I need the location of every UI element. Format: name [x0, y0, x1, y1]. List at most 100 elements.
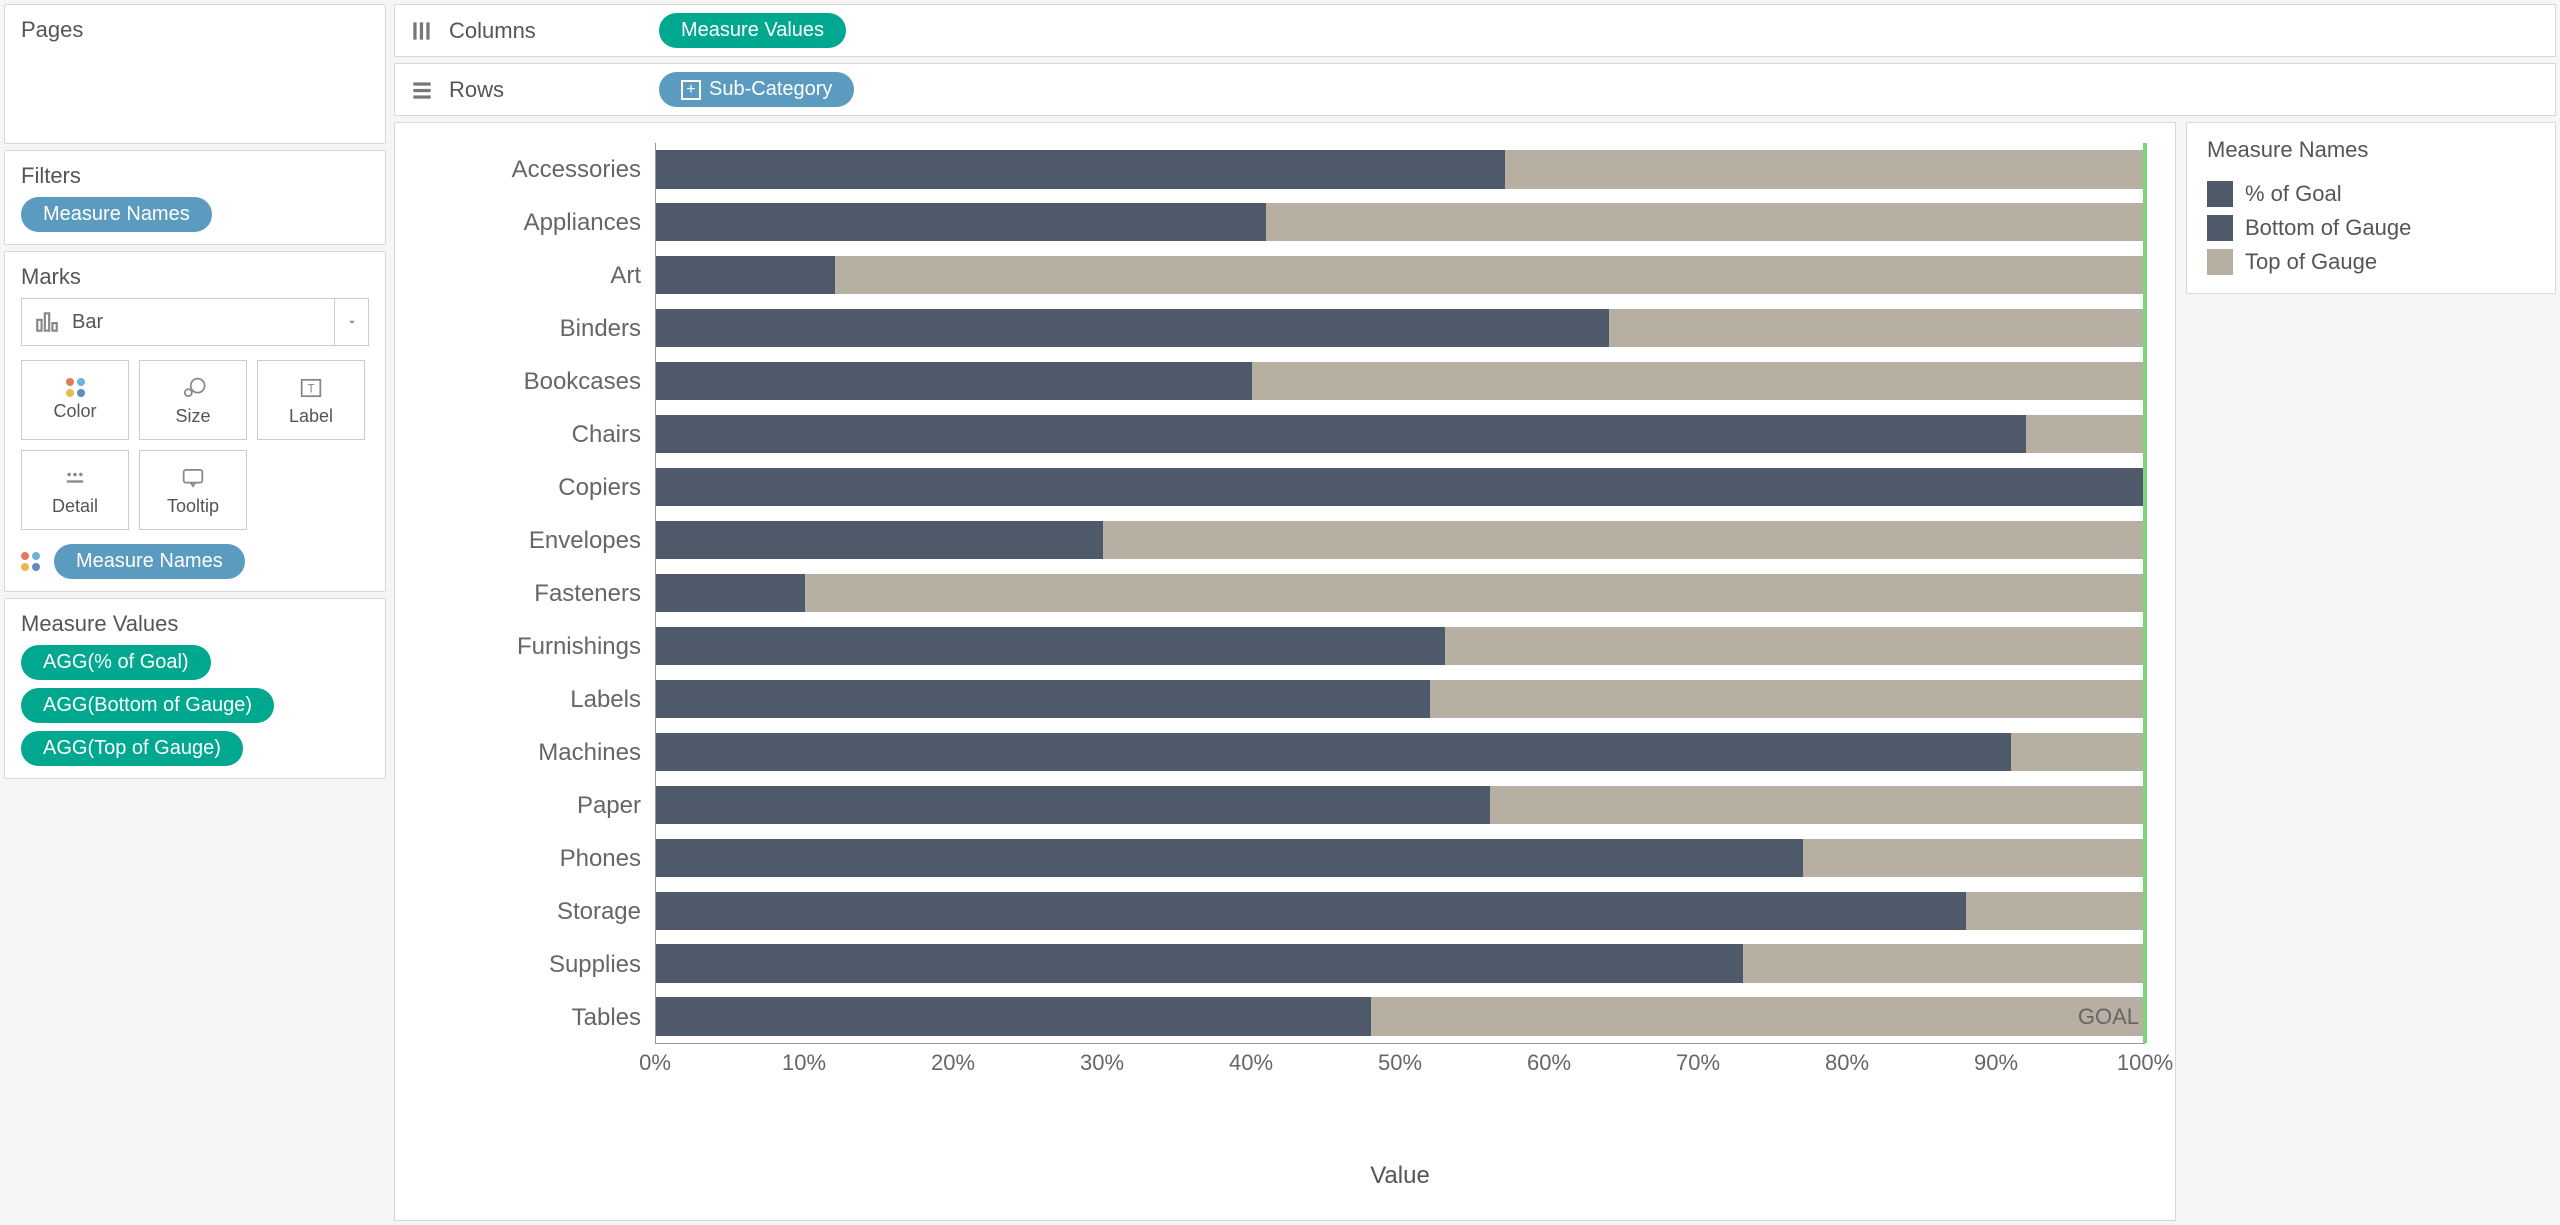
goal-label: GOAL [2078, 1004, 2139, 1030]
filter-pill-measure-names[interactable]: Measure Names [21, 197, 212, 232]
measure-value-pill[interactable]: AGG(Bottom of Gauge) [21, 688, 274, 723]
bar-row [656, 725, 2145, 778]
bar-row [656, 884, 2145, 937]
bar-row [656, 672, 2145, 725]
category-label[interactable]: Phones [425, 832, 655, 885]
chart-view: AccessoriesAppliancesArtBindersBookcases… [394, 122, 2176, 1221]
svg-text:T: T [307, 382, 314, 395]
bar-segment-remainder[interactable] [805, 574, 2145, 612]
category-label[interactable]: Supplies [425, 938, 655, 991]
marks-btn-label: Color [53, 401, 96, 422]
bar-segment-remainder[interactable] [2026, 415, 2145, 453]
marks-color-pill[interactable]: Measure Names [54, 544, 245, 579]
bar-row [656, 196, 2145, 249]
bar-segment-remainder[interactable] [2011, 733, 2145, 771]
bar-segment-remainder[interactable] [1252, 362, 2145, 400]
bar-segment-remainder[interactable] [1505, 150, 2145, 188]
measure-value-pill[interactable]: AGG(% of Goal) [21, 645, 211, 680]
bar-segment-remainder[interactable] [1103, 521, 2145, 559]
bar-row [656, 143, 2145, 196]
pages-panel: Pages [4, 4, 386, 144]
bar-segment-fill[interactable] [656, 944, 1743, 982]
filters-title: Filters [21, 163, 369, 189]
bar-segment-fill[interactable] [656, 203, 1266, 241]
bar-segment-remainder[interactable] [1609, 309, 2145, 347]
marks-btn-label: Tooltip [167, 496, 219, 517]
legend-item[interactable]: Bottom of Gauge [2207, 211, 2535, 245]
rows-label: Rows [449, 77, 504, 103]
bar-segment-remainder[interactable] [1430, 680, 2145, 718]
bar-segment-fill[interactable] [656, 733, 2011, 771]
bar-segment-fill[interactable] [656, 997, 1371, 1035]
bar-segment-remainder[interactable] [1371, 997, 2145, 1035]
legend-item-label: Bottom of Gauge [2245, 215, 2411, 241]
category-label[interactable]: Machines [425, 726, 655, 779]
bar-segment-fill[interactable] [656, 839, 1803, 877]
legend-item[interactable]: Top of Gauge [2207, 245, 2535, 279]
bar-segment-fill[interactable] [656, 892, 1966, 930]
bar-segment-remainder[interactable] [835, 256, 2145, 294]
columns-shelf[interactable]: Columns Measure Values [394, 4, 2556, 57]
x-axis-tick: 90% [1974, 1050, 2018, 1076]
category-label[interactable]: Envelopes [425, 514, 655, 567]
bar-segment-fill[interactable] [656, 521, 1103, 559]
legend-swatch [2207, 215, 2233, 241]
measure-values-title: Measure Values [21, 611, 369, 637]
bar-icon [34, 309, 60, 335]
bar-segment-fill[interactable] [656, 574, 805, 612]
marks-label-button[interactable]: T Label [257, 360, 365, 440]
bar-segment-remainder[interactable] [1743, 944, 2145, 982]
category-label[interactable]: Furnishings [425, 620, 655, 673]
category-label[interactable]: Appliances [425, 196, 655, 249]
bar-segment-fill[interactable] [656, 786, 1490, 824]
category-label[interactable]: Fasteners [425, 567, 655, 620]
legend-item[interactable]: % of Goal [2207, 177, 2535, 211]
x-axis-tick: 100% [2117, 1050, 2173, 1076]
bar-segment-fill[interactable] [656, 309, 1609, 347]
rows-shelf[interactable]: Rows + Sub-Category [394, 63, 2556, 116]
bar-segment-remainder[interactable] [1445, 627, 2145, 665]
rows-pill[interactable]: + Sub-Category [659, 72, 854, 107]
category-label[interactable]: Art [425, 249, 655, 302]
category-label[interactable]: Tables [425, 991, 655, 1044]
legend-item-label: % of Goal [2245, 181, 2342, 207]
bar-segment-remainder[interactable] [1966, 892, 2145, 930]
bar-segment-fill[interactable] [656, 627, 1445, 665]
measure-values-panel: Measure Values AGG(% of Goal) AGG(Bottom … [4, 598, 386, 779]
bar-segment-fill[interactable] [656, 362, 1252, 400]
bar-segment-fill[interactable] [656, 256, 835, 294]
x-axis-title: Value [655, 1162, 2145, 1190]
category-label[interactable]: Storage [425, 885, 655, 938]
marks-detail-button[interactable]: Detail [21, 450, 129, 530]
measure-value-pill[interactable]: AGG(Top of Gauge) [21, 731, 243, 766]
category-label[interactable]: Binders [425, 302, 655, 355]
x-axis-tick: 50% [1378, 1050, 1422, 1076]
bar-segment-fill[interactable] [656, 150, 1505, 188]
bar-row [656, 778, 2145, 831]
legend-panel: Measure Names % of GoalBottom of GaugeTo… [2186, 122, 2556, 294]
bar-row [656, 302, 2145, 355]
category-label[interactable]: Paper [425, 779, 655, 832]
rows-icon [409, 77, 435, 103]
color-dots-icon [66, 378, 85, 397]
columns-label: Columns [449, 18, 536, 44]
category-label[interactable]: Labels [425, 673, 655, 726]
category-label[interactable]: Copiers [425, 461, 655, 514]
bar-segment-remainder[interactable] [1266, 203, 2145, 241]
bar-segment-remainder[interactable] [1803, 839, 2145, 877]
category-label[interactable]: Bookcases [425, 355, 655, 408]
bar-segment-remainder[interactable] [1490, 786, 2145, 824]
marks-size-button[interactable]: Size [139, 360, 247, 440]
columns-icon [409, 18, 435, 44]
rows-pill-label: Sub-Category [709, 78, 832, 101]
category-label[interactable]: Chairs [425, 408, 655, 461]
columns-pill[interactable]: Measure Values [659, 13, 846, 48]
marks-tooltip-button[interactable]: Tooltip [139, 450, 247, 530]
marks-type-label: Bar [72, 311, 103, 334]
category-label[interactable]: Accessories [425, 143, 655, 196]
marks-color-button[interactable]: Color [21, 360, 129, 440]
marks-type-dropdown[interactable]: Bar [21, 298, 369, 346]
bar-segment-fill[interactable] [656, 415, 2026, 453]
bar-segment-fill[interactable] [656, 468, 2145, 506]
bar-segment-fill[interactable] [656, 680, 1430, 718]
